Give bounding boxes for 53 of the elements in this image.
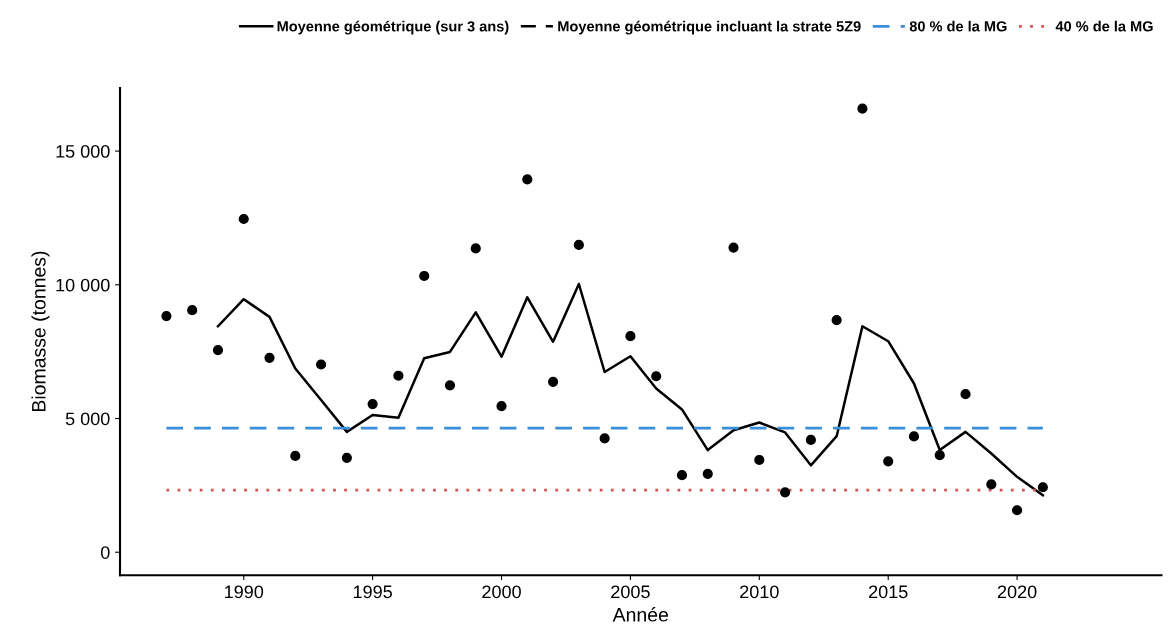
point xyxy=(393,370,404,381)
point xyxy=(367,398,378,410)
point xyxy=(187,305,198,316)
point xyxy=(290,450,301,462)
y-tick-label: 15 000 xyxy=(56,145,110,158)
point xyxy=(1012,505,1023,516)
point xyxy=(908,431,920,442)
legend-label: 80 % de la MG xyxy=(909,20,1007,32)
point xyxy=(805,434,816,445)
point xyxy=(986,479,997,490)
point xyxy=(651,371,662,382)
x-tick-label: 1995 xyxy=(353,585,392,599)
point xyxy=(573,239,584,251)
point xyxy=(341,452,352,463)
y-tick-label: 10 000 xyxy=(56,278,110,292)
x-axis-title: Année xyxy=(612,607,668,622)
point xyxy=(238,213,249,225)
point xyxy=(264,352,275,363)
point xyxy=(676,470,688,481)
point xyxy=(1037,482,1048,493)
point xyxy=(883,456,894,467)
point xyxy=(857,103,868,114)
point xyxy=(522,174,533,185)
point xyxy=(419,270,430,282)
point xyxy=(547,376,559,387)
x-tick-label: 2015 xyxy=(869,585,908,599)
point xyxy=(599,433,610,444)
point xyxy=(934,450,945,461)
line-series xyxy=(216,282,1045,497)
point xyxy=(470,243,481,254)
point xyxy=(496,401,507,412)
point xyxy=(625,331,636,342)
y-axis-title: Biomasse (tonnes) xyxy=(31,251,50,412)
legend-label: Moyenne géométrique incluant la strate 5Z9 xyxy=(558,20,861,35)
point xyxy=(161,310,172,322)
point xyxy=(831,315,842,326)
x-tick-label: 2010 xyxy=(740,585,779,599)
x-tick-label: 2005 xyxy=(611,585,650,599)
x-tick-label: 2020 xyxy=(997,585,1037,599)
legend-label: Moyenne géométrique (sur 3 ans) xyxy=(277,20,509,35)
point xyxy=(754,454,765,466)
x-tick-label: 1990 xyxy=(225,585,264,599)
legend-label: 40 % de la MG xyxy=(1055,20,1153,32)
y-tick-label: 0 xyxy=(100,546,110,559)
point xyxy=(960,389,971,400)
point xyxy=(780,487,791,498)
y-tick-label: 5 000 xyxy=(65,412,110,426)
point xyxy=(702,468,713,479)
point xyxy=(315,359,327,370)
point xyxy=(728,242,739,253)
point xyxy=(212,344,224,356)
point xyxy=(444,380,456,391)
x-tick-label: 2000 xyxy=(482,585,521,599)
